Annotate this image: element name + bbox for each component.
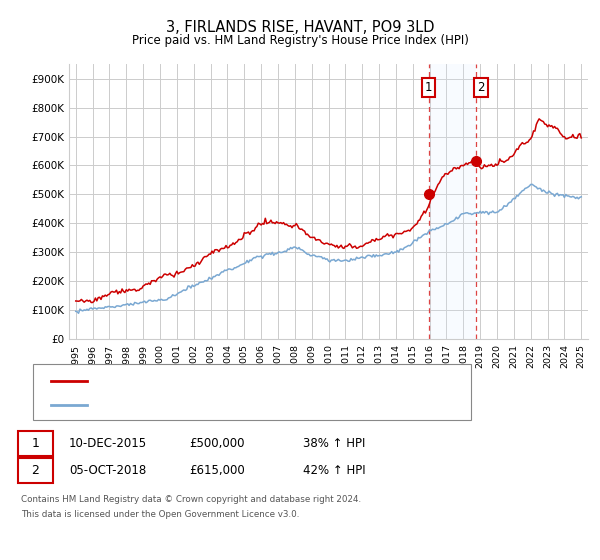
Text: 2: 2: [31, 464, 40, 477]
Text: £615,000: £615,000: [189, 464, 245, 477]
Text: 2: 2: [477, 81, 485, 94]
Text: 3, FIRLANDS RISE, HAVANT, PO9 3LD: 3, FIRLANDS RISE, HAVANT, PO9 3LD: [166, 20, 434, 35]
Text: Price paid vs. HM Land Registry's House Price Index (HPI): Price paid vs. HM Land Registry's House …: [131, 34, 469, 46]
Text: Contains HM Land Registry data © Crown copyright and database right 2024.: Contains HM Land Registry data © Crown c…: [21, 495, 361, 504]
Text: 05-OCT-2018: 05-OCT-2018: [69, 464, 146, 477]
Text: £500,000: £500,000: [189, 437, 245, 450]
Text: HPI: Average price, detached house, Havant: HPI: Average price, detached house, Hava…: [93, 400, 335, 409]
Text: This data is licensed under the Open Government Licence v3.0.: This data is licensed under the Open Gov…: [21, 510, 299, 519]
Text: 38% ↑ HPI: 38% ↑ HPI: [303, 437, 365, 450]
Text: 42% ↑ HPI: 42% ↑ HPI: [303, 464, 365, 477]
Bar: [429, 64, 476, 339]
Text: 3, FIRLANDS RISE, HAVANT, PO9 3LD (detached house): 3, FIRLANDS RISE, HAVANT, PO9 3LD (detac…: [93, 376, 394, 386]
Text: 10-DEC-2015: 10-DEC-2015: [69, 437, 147, 450]
Text: 1: 1: [425, 81, 433, 94]
Text: 1: 1: [31, 437, 40, 450]
